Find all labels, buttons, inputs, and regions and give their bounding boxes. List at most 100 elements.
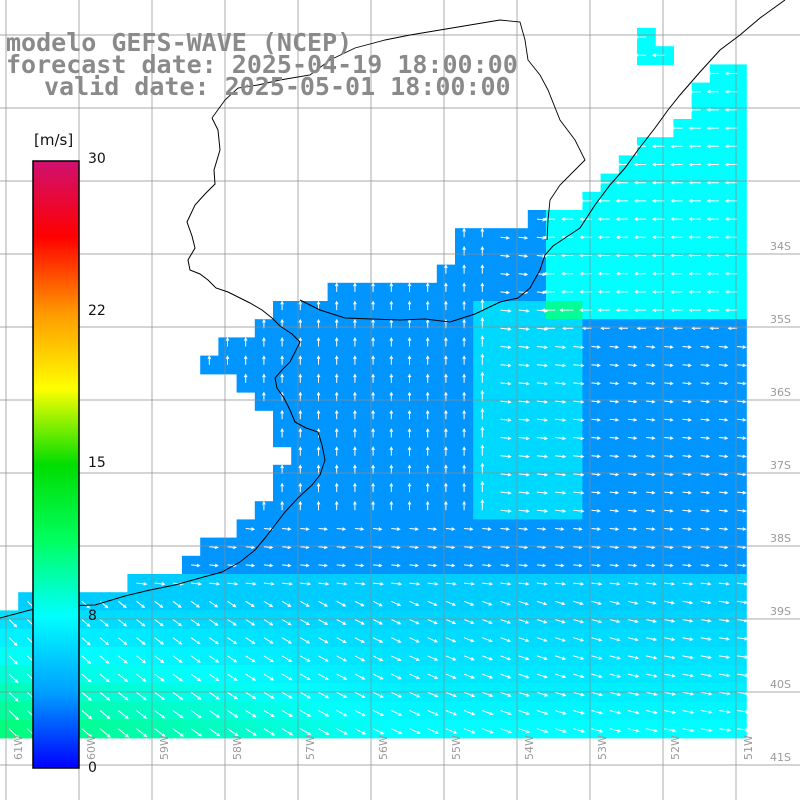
wind-arrow (190, 691, 202, 700)
wind-arrow (462, 500, 466, 511)
wind-arrow (154, 655, 165, 664)
wind-cell (709, 264, 729, 284)
wind-cell (236, 355, 256, 375)
wind-cell (546, 282, 565, 302)
lat-label: 40S (770, 678, 791, 691)
wind-cell (382, 446, 401, 466)
wind-cell (418, 446, 438, 466)
wind-cell (400, 355, 420, 375)
wind-arrow (463, 673, 476, 679)
wind-arrow (353, 500, 357, 511)
wind-arrow (591, 655, 603, 660)
wind-arrow (209, 710, 220, 718)
wind-cell (655, 246, 674, 266)
wind-arrow (651, 53, 665, 58)
wind-arrow (591, 619, 603, 624)
wind-arrow (209, 563, 219, 568)
wind-arrow (633, 180, 647, 185)
wind-cell (273, 410, 292, 429)
wind-arrow (500, 655, 512, 661)
wind-arrow (664, 490, 674, 495)
wind-arrow (573, 436, 585, 441)
wind-arrow (354, 545, 365, 550)
wind-arrow (718, 618, 730, 623)
wind-cell (655, 264, 674, 284)
wind-arrow (372, 728, 385, 735)
wind-arrow (136, 728, 148, 738)
wind-cell (728, 301, 747, 320)
wind-arrow (536, 582, 548, 586)
wind-arrow (518, 600, 530, 606)
wind-arrow (353, 355, 357, 365)
wind-arrow (462, 428, 466, 438)
wind-arrow (500, 327, 512, 331)
wind-arrow (425, 355, 430, 365)
wind-arrow (627, 454, 638, 459)
wind-arrow (336, 655, 347, 662)
wind-arrow (81, 619, 91, 628)
wind-arrow (99, 637, 110, 646)
wind-arrow (724, 162, 738, 167)
wind-arrow (573, 418, 585, 422)
wind-arrow (281, 600, 292, 607)
wind-arrow (227, 600, 237, 608)
wind-arrow (500, 454, 512, 459)
wind-arrow (718, 436, 729, 440)
wind-arrow (718, 418, 729, 422)
wind-arrow (298, 464, 303, 474)
wind-arrow (688, 308, 701, 312)
wind-arrow (688, 235, 701, 240)
wind-arrow (334, 300, 339, 311)
wind-arrow (718, 728, 732, 732)
wind-arrow (316, 482, 321, 493)
wind-arrow (500, 436, 512, 441)
wind-cell (618, 246, 638, 266)
wind-arrow (688, 253, 701, 258)
wind-arrow (391, 728, 403, 735)
wind-cell (691, 301, 711, 320)
wind-arrow (555, 472, 567, 477)
wind-arrow (573, 509, 585, 513)
wind-arrow (209, 673, 220, 682)
wind-arrow (688, 217, 701, 221)
wind-arrow (262, 373, 266, 383)
wind-cell (691, 155, 711, 175)
wind-arrow (316, 373, 321, 383)
wind-arrow (136, 673, 147, 682)
wind-cell (728, 173, 747, 193)
wind-arrow (318, 655, 329, 662)
lon-label: 53W (596, 735, 609, 760)
wind-arrow (700, 381, 711, 386)
wind-arrow (336, 728, 348, 735)
wind-arrow (334, 282, 339, 292)
wind-arrow (688, 290, 701, 294)
wind-cell (618, 282, 638, 302)
wind-cell (291, 410, 310, 429)
wind-cell (345, 428, 365, 448)
wind-cell (400, 319, 420, 338)
wind-arrow (371, 428, 375, 438)
wind-cell (691, 191, 711, 211)
wind-arrow (8, 619, 18, 628)
wind-cell (436, 355, 456, 375)
wind-arrow (227, 619, 237, 626)
wind-cell (382, 464, 401, 484)
wind-arrow (334, 482, 339, 493)
wind-cell (436, 282, 456, 302)
wind-arrow (117, 728, 130, 738)
wind-arrow (536, 491, 549, 495)
colorbar-label-8: 8 (88, 608, 97, 624)
wind-arrow (117, 600, 127, 609)
wind-cell (473, 282, 492, 302)
wind-cell (655, 137, 674, 156)
wind-arrow (591, 582, 603, 586)
wind-arrow (724, 126, 738, 130)
wind-arrow (245, 710, 257, 718)
wind-arrow (627, 490, 638, 495)
wind-arrow (670, 290, 683, 294)
wind-cell (709, 301, 729, 320)
wind-arrow (682, 563, 692, 568)
wind-arrow (263, 582, 275, 586)
wind-cell (637, 228, 656, 247)
